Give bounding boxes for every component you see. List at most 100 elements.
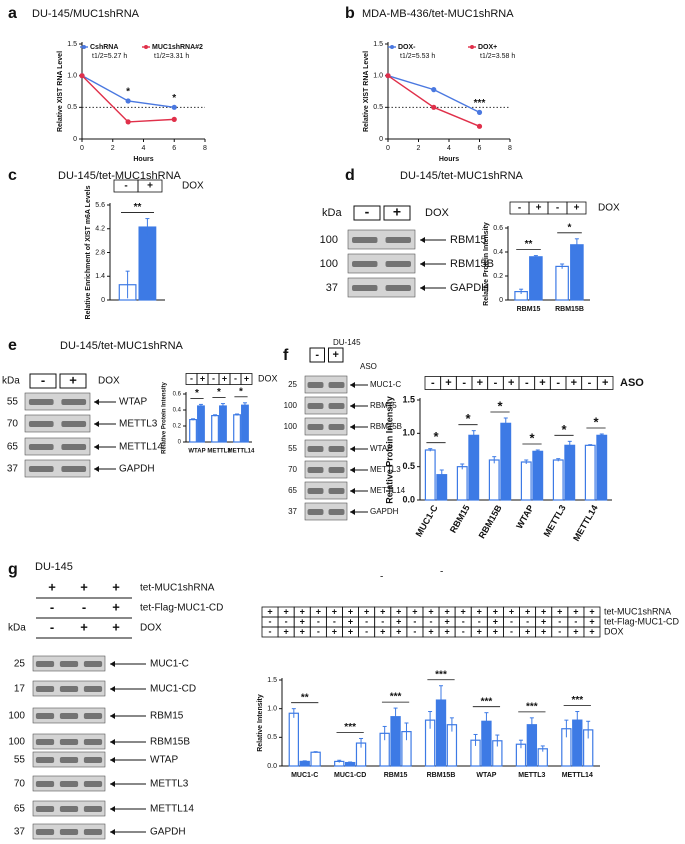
kda-value: 37: [326, 282, 338, 294]
kda-label: kDa: [322, 207, 342, 219]
bar: [456, 466, 468, 501]
condition-sign: +: [348, 606, 353, 616]
condition-label: DOX: [258, 373, 278, 383]
legend-label: DOX+: [478, 44, 497, 51]
condition-sign: +: [69, 372, 77, 387]
arrow-head: [420, 237, 425, 243]
condition-sign: -: [478, 616, 481, 626]
condition-sign: -: [462, 616, 465, 626]
y-tick-label: 0.0: [402, 494, 415, 504]
condition-sign: +: [380, 626, 385, 636]
bar: [197, 405, 205, 443]
condition-sign: +: [493, 606, 498, 616]
y-tick-label: 2.8: [95, 249, 105, 256]
protein-label: GAPDH: [370, 507, 399, 516]
arrow-head: [350, 446, 355, 452]
kda-value: 70: [7, 419, 19, 430]
blot-strip: [304, 439, 348, 458]
condition-sign: -: [82, 599, 86, 614]
data-point: [476, 123, 483, 129]
stray-mark: -: [440, 567, 443, 578]
condition-sign: +: [396, 616, 401, 626]
condition-sign: +: [396, 626, 401, 636]
panel-letter: e: [8, 337, 17, 354]
blot-band: [307, 446, 324, 452]
blot-band: [35, 829, 55, 835]
condition-sign: -: [494, 377, 498, 389]
arrow-head: [110, 686, 115, 692]
blot-band: [307, 382, 324, 388]
condition-sign: +: [300, 616, 305, 626]
legend-marker: [144, 45, 148, 49]
condition-sign: +: [444, 606, 449, 616]
significance-label: ***: [474, 98, 486, 109]
y-tick-label: 0.0: [267, 763, 277, 770]
blot-band: [35, 661, 55, 667]
kda-value: 70: [14, 779, 26, 790]
x-tick-label: 6: [172, 145, 176, 152]
blot-band: [352, 237, 378, 243]
condition-sign: +: [112, 599, 120, 614]
protein-label: WTAP: [119, 397, 147, 408]
blot-band: [61, 421, 87, 427]
condition-sign: -: [431, 377, 435, 389]
condition-sign: -: [50, 599, 54, 614]
x-tick-label: 2: [417, 145, 421, 152]
data-point: [171, 116, 177, 122]
kda-value: 25: [288, 380, 297, 389]
arrow-head: [350, 424, 355, 430]
condition-sign: +: [348, 626, 353, 636]
data-point: [171, 104, 177, 110]
condition-sign: +: [477, 606, 482, 616]
significance-label: *: [217, 387, 221, 398]
bar: [596, 434, 608, 501]
y-tick-label: 0: [178, 440, 182, 446]
bar: [584, 444, 596, 501]
blot-strip: [304, 502, 348, 521]
arrow-head: [110, 781, 115, 787]
significance-label: ***: [571, 695, 583, 706]
bar: [310, 751, 321, 767]
bar: [241, 404, 249, 443]
panel-letter: d: [345, 167, 355, 184]
y-tick-label: 0.4: [173, 408, 182, 414]
blot-band: [83, 686, 103, 692]
kda-value: 55: [288, 444, 297, 453]
bar: [468, 434, 480, 501]
condition-sign: +: [380, 606, 385, 616]
kda-value: 70: [288, 465, 297, 474]
bar: [189, 419, 197, 443]
condition-sign: -: [556, 377, 560, 389]
kda-value: 17: [14, 684, 26, 695]
condition-sign: -: [556, 203, 559, 214]
x-axis-label: Hours: [133, 156, 153, 163]
condition-sign: +: [147, 181, 153, 192]
bar: [555, 265, 569, 301]
condition-sign: +: [508, 377, 514, 389]
legend-marker: [82, 45, 86, 49]
condition-sign: -: [269, 616, 272, 626]
condition-sign: -: [41, 372, 45, 387]
condition-sign: +: [477, 626, 482, 636]
blot-band: [307, 403, 324, 409]
blot-band: [328, 467, 345, 473]
blot-strip: [304, 375, 348, 394]
y-tick-label: 0: [379, 136, 383, 143]
condition-sign: +: [332, 626, 337, 636]
condition-sign: +: [536, 203, 542, 214]
condition-sign: +: [300, 606, 305, 616]
condition-sign: -: [365, 204, 370, 220]
significance-label: ***: [435, 669, 447, 680]
condition-sign: +: [48, 579, 56, 594]
condition-sign: -: [124, 181, 127, 192]
protein-label: METTL3: [119, 419, 158, 430]
condition-sign: -: [510, 616, 513, 626]
condition-sign: +: [428, 626, 433, 636]
condition-sign: +: [412, 606, 417, 616]
kda-value: 37: [7, 464, 19, 475]
blot-band: [28, 399, 54, 405]
y-tick-label: 0.2: [493, 273, 503, 280]
protein-label: METTL14: [119, 442, 163, 453]
bar: [288, 712, 299, 767]
significance-label: *: [465, 411, 471, 426]
